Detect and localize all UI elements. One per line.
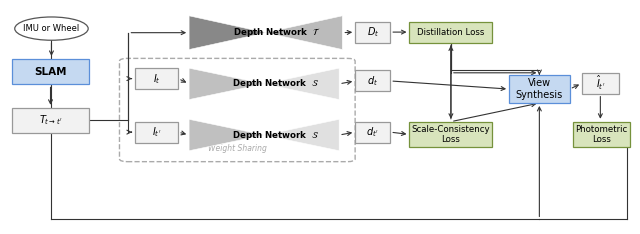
Text: $D_t$: $D_t$ [367, 25, 379, 39]
Text: $I_t$: $I_t$ [153, 72, 161, 85]
FancyBboxPatch shape [135, 122, 178, 143]
Text: IMU or Wheel: IMU or Wheel [23, 24, 79, 33]
FancyBboxPatch shape [355, 22, 390, 43]
FancyBboxPatch shape [582, 73, 619, 94]
FancyBboxPatch shape [355, 70, 390, 91]
Text: $d_t$: $d_t$ [367, 74, 378, 88]
Text: View
Synthesis: View Synthesis [516, 78, 563, 100]
Text: Photometric
Loss: Photometric Loss [575, 125, 628, 144]
FancyBboxPatch shape [355, 122, 390, 143]
Text: SLAM: SLAM [35, 67, 67, 77]
Text: Depth Network  $\mathcal{S}$: Depth Network $\mathcal{S}$ [232, 77, 319, 90]
Polygon shape [264, 119, 339, 151]
Text: $T_{t\rightarrow t'}$: $T_{t\rightarrow t'}$ [39, 113, 62, 127]
Ellipse shape [15, 17, 88, 40]
Text: $\hat{I}_{t'}$: $\hat{I}_{t'}$ [596, 74, 605, 92]
FancyBboxPatch shape [135, 68, 178, 89]
Polygon shape [189, 16, 266, 50]
Polygon shape [189, 68, 264, 99]
FancyBboxPatch shape [509, 75, 570, 103]
Text: Distillation Loss: Distillation Loss [417, 28, 484, 37]
Text: Depth Network  $\mathcal{S}$: Depth Network $\mathcal{S}$ [232, 128, 319, 142]
Polygon shape [264, 68, 339, 99]
FancyBboxPatch shape [410, 22, 492, 43]
Text: $d_{t'}$: $d_{t'}$ [366, 125, 379, 139]
FancyBboxPatch shape [12, 59, 89, 84]
Text: Weight Sharing: Weight Sharing [208, 144, 267, 153]
FancyBboxPatch shape [573, 122, 630, 147]
Text: $I_{t'}$: $I_{t'}$ [152, 125, 161, 139]
Text: Depth Network  $\mathcal{T}$: Depth Network $\mathcal{T}$ [234, 26, 321, 39]
Polygon shape [189, 119, 264, 151]
Text: Scale-Consistency
Loss: Scale-Consistency Loss [412, 125, 490, 144]
Polygon shape [266, 16, 342, 50]
FancyBboxPatch shape [410, 122, 492, 147]
FancyBboxPatch shape [12, 108, 89, 133]
